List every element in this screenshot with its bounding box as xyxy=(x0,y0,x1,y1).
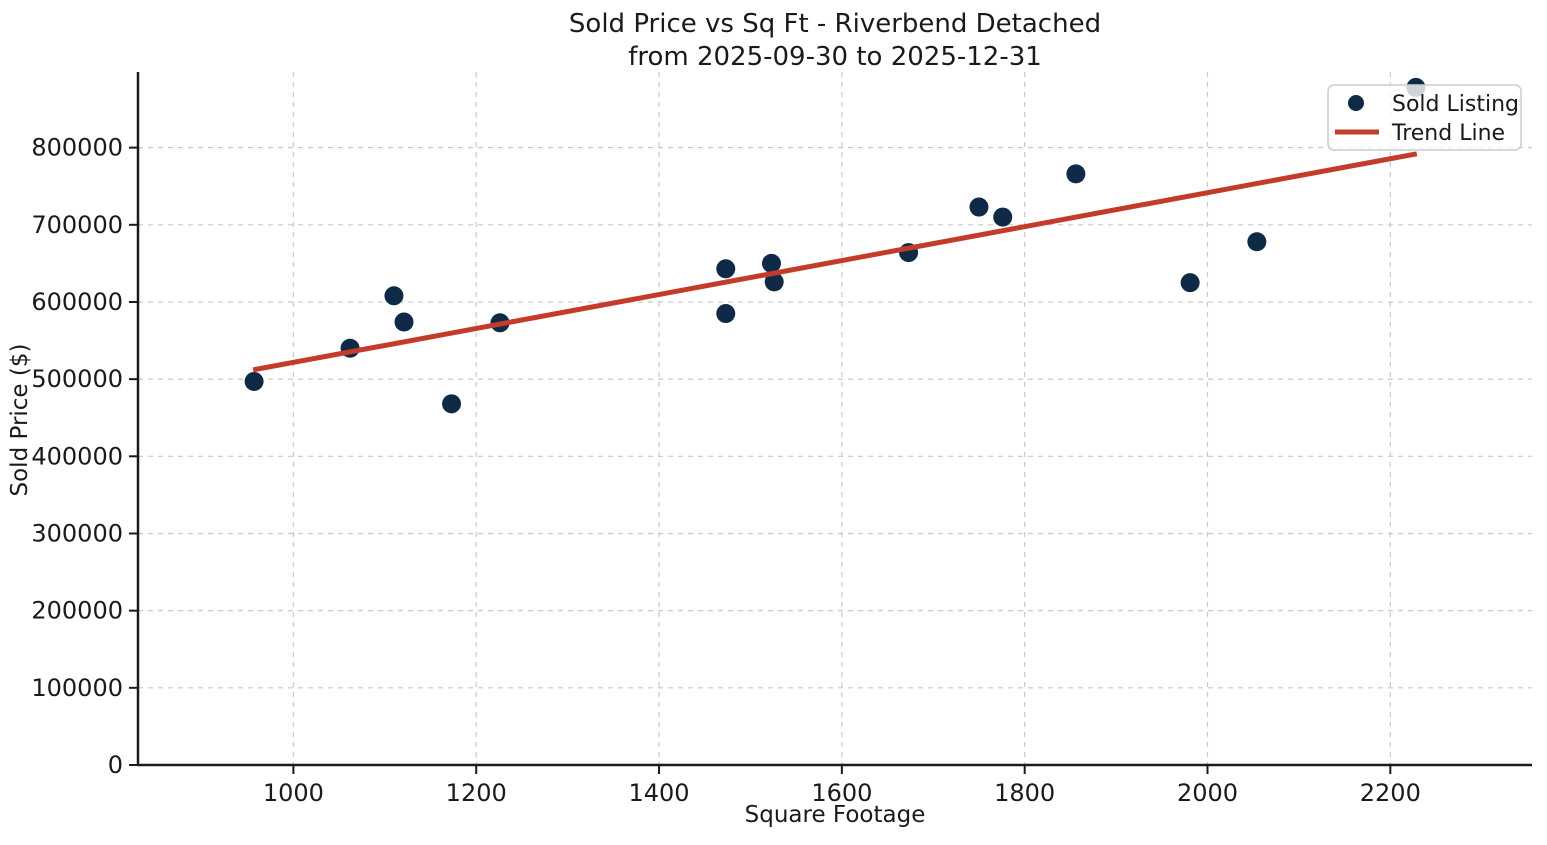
legend-label: Sold Listing xyxy=(1392,92,1519,117)
scatter-point xyxy=(394,312,414,332)
x-tick-label: 2000 xyxy=(1177,779,1238,807)
scatter-point xyxy=(1247,232,1267,252)
x-tick-label: 1400 xyxy=(628,779,689,807)
x-tick-label: 1200 xyxy=(446,779,507,807)
scatter-point xyxy=(1066,164,1086,184)
x-tick-label: 1800 xyxy=(994,779,1055,807)
trend-line xyxy=(252,151,1418,373)
scatter-point xyxy=(442,394,462,414)
x-tick-label: 1600 xyxy=(811,779,872,807)
scatter-point xyxy=(244,371,264,391)
legend-marker-dot xyxy=(1348,95,1364,111)
scatter-point xyxy=(969,197,989,217)
scatter-point xyxy=(384,286,404,306)
x-tick-label: 1000 xyxy=(263,779,324,807)
scatter-point xyxy=(993,207,1013,227)
x-tick-label: 2200 xyxy=(1360,779,1421,807)
legend-label: Trend Line xyxy=(1391,121,1505,146)
y-tick-label: 700000 xyxy=(31,211,123,239)
y-tick-label: 400000 xyxy=(31,442,123,470)
x-axis-label: Square Footage xyxy=(744,802,926,828)
chart-title: Sold Price vs Sq Ft - Riverbend Detached xyxy=(568,9,1102,39)
y-tick-label: 800000 xyxy=(31,134,123,162)
scatter-point xyxy=(764,272,784,292)
scatter-point xyxy=(761,253,781,273)
chart-subtitle: from 2025-09-30 to 2025-12-31 xyxy=(628,42,1042,72)
scatter-point xyxy=(1180,273,1200,293)
scatter-point xyxy=(716,259,736,279)
chart-title-block: Sold Price vs Sq Ft - Riverbend Detached… xyxy=(138,8,1532,74)
y-tick-label: 500000 xyxy=(31,365,123,393)
y-tick-label: 0 xyxy=(108,751,123,779)
y-tick-label: 100000 xyxy=(31,674,123,702)
y-tick-label: 600000 xyxy=(31,288,123,316)
y-tick-label: 300000 xyxy=(31,519,123,547)
y-tick-label: 200000 xyxy=(31,597,123,625)
scatter-point xyxy=(716,304,736,324)
